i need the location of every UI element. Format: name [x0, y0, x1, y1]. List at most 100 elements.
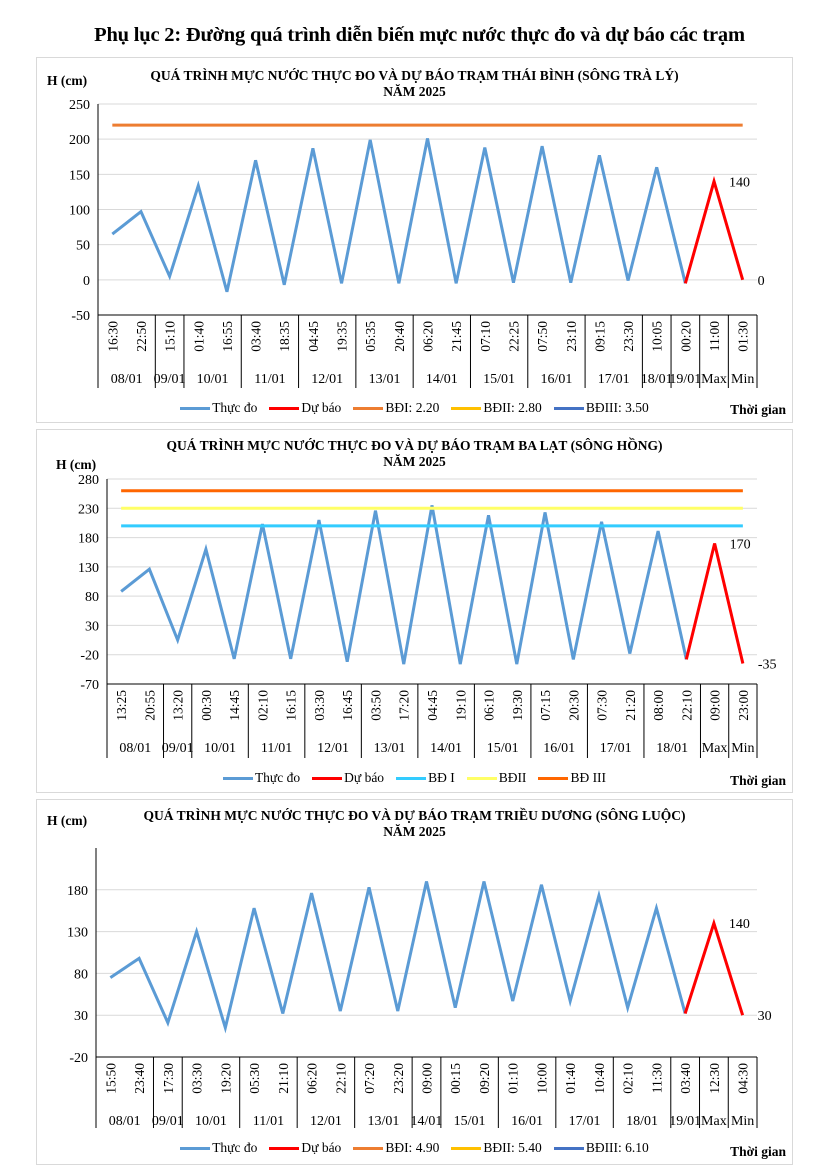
chart-panel-trieu-duong: QUÁ TRÌNH MỰC NƯỚC THỰC ĐO VÀ DỰ BÁO TRẠ…: [36, 799, 793, 1165]
date-group-label: Max: [702, 741, 728, 756]
legend-label: BĐI: 2.20: [385, 400, 440, 415]
x-tick-label: 01:10: [506, 1063, 521, 1094]
date-group-label: Min: [731, 1114, 754, 1129]
legend-swatch-icon: [353, 407, 384, 411]
chart-title: QUÁ TRÌNH MỰC NƯỚC THỰC ĐO VÀ DỰ BÁO TRẠ…: [37, 808, 792, 840]
legend-item: BĐI: 2.20: [353, 400, 439, 416]
x-tick-label: 00:15: [448, 1063, 463, 1094]
x-tick-label: 07:50: [535, 321, 550, 352]
date-group-label: 08/01: [119, 741, 151, 756]
legend-label: BĐII: 5.40: [483, 1140, 542, 1155]
x-tick-label: 03:40: [678, 1063, 693, 1094]
date-group-label: 09/01: [154, 372, 186, 387]
legend-item: Thực đo: [180, 1140, 257, 1156]
y-tick-label: 150: [69, 168, 90, 183]
chart-title: QUÁ TRÌNH MỰC NƯỚC THỰC ĐO VÀ DỰ BÁO TRẠ…: [37, 438, 792, 470]
y-tick-label: -20: [69, 1051, 88, 1066]
legend-label: BĐII: 2.80: [483, 400, 542, 415]
date-group-label: 17/01: [600, 741, 632, 756]
date-group-label: 12/01: [311, 372, 343, 387]
x-tick-label: 21:10: [276, 1063, 291, 1094]
x-tick-label: 23:00: [736, 690, 751, 721]
y-tick-label: 130: [78, 561, 99, 576]
x-tick-label: 15:50: [103, 1063, 118, 1094]
date-group-label: Max: [701, 372, 727, 387]
legend-label: BĐII: [498, 770, 527, 785]
chart-svg: 180 130 80 30 -20 15:50 23:40 17:30 03:30 19:20 05…: [67, 848, 772, 1129]
date-group-label: 15/01: [487, 741, 519, 756]
x-tick-label: 02:10: [255, 690, 270, 721]
x-tick-label: 03:30: [312, 690, 327, 721]
y-tick-label: -50: [71, 309, 90, 324]
y-tick-label: 100: [69, 204, 90, 219]
legend-swatch-icon: [269, 1147, 300, 1151]
x-tick-label: 11:00: [707, 321, 722, 351]
x-axis-label: Thời gian: [730, 1144, 786, 1159]
x-tick-label: 07:30: [595, 690, 610, 721]
date-group-label: 11/01: [254, 372, 285, 387]
data-label: 170: [730, 537, 751, 552]
forecast-line: [684, 543, 745, 664]
date-group-label: 16/01: [511, 1114, 543, 1129]
x-tick-label: 09:00: [708, 690, 723, 721]
x-tick-label: 10:00: [534, 1063, 549, 1094]
x-tick-label: 16:55: [220, 321, 235, 352]
legend-item: Dự báo: [269, 1140, 341, 1156]
date-group-label: 18/01: [641, 372, 673, 387]
chart-svg: 250 200 150 100 50 0 -50 16:30 22:50 15:10 01:40 16…: [69, 98, 765, 388]
date-group-label: 18/01: [656, 741, 688, 756]
legend-label: BĐIII: 3.50: [585, 400, 649, 415]
x-tick-label: 21:20: [623, 690, 638, 721]
data-label: 0: [758, 274, 765, 289]
chart-title: QUÁ TRÌNH MỰC NƯỚC THỰC ĐO VÀ DỰ BÁO TRẠ…: [37, 68, 792, 100]
legend-swatch-icon: [538, 777, 569, 781]
y-tick-label: 180: [78, 532, 99, 547]
legend-item: Thực đo: [180, 400, 257, 416]
observed-line: [111, 138, 687, 293]
x-tick-label: 13:20: [171, 690, 186, 721]
x-tick-label: 18:35: [277, 321, 292, 352]
legend-swatch-icon: [466, 777, 497, 781]
chart-svg: 280 230 180 130 80 30 -20 -70 13:25 20:55 13:20 00:…: [78, 473, 777, 758]
legend-item: BĐIII: 3.50: [553, 400, 649, 416]
date-group-label: 18/01: [626, 1114, 658, 1129]
x-axis-label: Thời gian: [730, 402, 786, 417]
x-tick-label: 19:35: [335, 321, 350, 352]
x-tick-label: 07:20: [362, 1063, 377, 1094]
date-group-label: 13/01: [374, 741, 406, 756]
y-tick-label: 50: [76, 239, 90, 254]
legend-swatch-icon: [451, 407, 482, 411]
date-group-label: 09/01: [152, 1114, 184, 1129]
legend-item: BĐ III: [538, 770, 606, 786]
legend-item: BĐII: 5.40: [451, 1140, 542, 1156]
x-tick-label: 07:10: [478, 321, 493, 352]
forecast-line: [683, 918, 745, 1016]
x-tick-label: 12:30: [707, 1063, 722, 1094]
x-tick-label: 01:30: [736, 321, 751, 352]
x-tick-label: 17:30: [161, 1063, 176, 1094]
date-group-label: 11/01: [253, 1114, 284, 1129]
forecast-line: [683, 175, 745, 284]
legend-item: BĐ I: [396, 770, 455, 786]
y-tick-label: 0: [83, 274, 90, 289]
x-tick-label: 03:50: [368, 690, 383, 721]
y-tick-label: 80: [74, 967, 88, 982]
x-tick-label: 00:20: [678, 321, 693, 352]
x-tick-label: 06:20: [421, 321, 436, 352]
date-group-label: 13/01: [369, 372, 401, 387]
date-group-label: Min: [731, 741, 754, 756]
legend-item: BĐII: 2.80: [451, 400, 542, 416]
x-tick-label: 04:30: [736, 1063, 751, 1094]
legend-label: BĐI: 4.90: [385, 1140, 440, 1155]
y-tick-label: 30: [85, 619, 99, 634]
x-tick-label: 09:20: [477, 1063, 492, 1094]
y-tick-label: 230: [78, 502, 99, 517]
chart-title-line2: NĂM 2025: [383, 454, 446, 469]
legend: Thực đo Dự báo BĐI: 2.20 BĐII: 2.80 BĐIII: 3…: [37, 400, 792, 416]
x-tick-label: 15:10: [163, 321, 178, 352]
date-group-label: 08/01: [109, 1114, 141, 1129]
date-group-label: 16/01: [543, 741, 575, 756]
legend-swatch-icon: [180, 407, 211, 411]
y-tick-label: 130: [67, 926, 88, 941]
x-tick-label: 06:20: [305, 1063, 320, 1094]
